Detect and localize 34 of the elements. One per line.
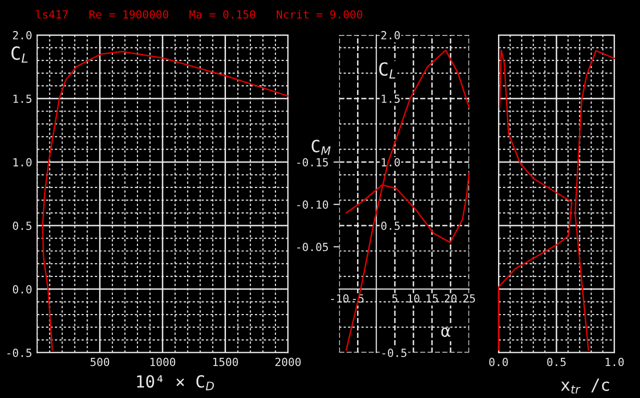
y2-tick-label: -0.15 bbox=[297, 158, 328, 166]
y-tick-label: 0.5 bbox=[12, 222, 32, 230]
y-tick-label: 1.0 bbox=[14, 158, 32, 166]
x-tick-label: 0.0 bbox=[489, 358, 508, 366]
y2-axis-title: C$_{M}$ bbox=[312, 140, 331, 155]
x-tick-label: 1.0 bbox=[606, 358, 624, 366]
y-tick-label: -0.5 bbox=[7, 348, 32, 358]
y-tick-label: 0.5 bbox=[381, 222, 400, 230]
y-tick-label: 0.0 bbox=[12, 285, 32, 294]
x-tick-label: 1000 bbox=[150, 358, 176, 366]
x-tick-label: 15 bbox=[426, 294, 438, 303]
y2-tick-label: -0.05 bbox=[297, 242, 328, 252]
x-axis-title: 10⁴ × C$_{D}$ bbox=[137, 375, 214, 390]
y-tick-label: -0.5 bbox=[382, 348, 406, 358]
x-axis-title: α bbox=[441, 327, 450, 337]
x-tick-label: 25 bbox=[463, 294, 475, 303]
x-tick-label: 1500 bbox=[213, 358, 238, 366]
y-tick-label: 2.0 bbox=[13, 31, 32, 40]
y-axis-title: C$_{L}$ bbox=[11, 46, 28, 63]
x-tick-label: 2000 bbox=[275, 358, 301, 366]
x-tick-label: 0.5 bbox=[547, 358, 566, 366]
y-axis-title: C$_{L}$ bbox=[379, 62, 396, 79]
x-tick-label: 5 bbox=[392, 294, 398, 303]
x-tick-label: 10 bbox=[408, 294, 420, 303]
y-tick-label: 1.5 bbox=[14, 94, 32, 103]
y2-tick-label: -0.10 bbox=[297, 200, 328, 209]
y-tick-label: 1.5 bbox=[382, 94, 400, 103]
chart-title: ls417 Re = 1900000 Ma = 0.150 Ncrit = 9.000 bbox=[36, 10, 362, 19]
x-axis-title: x$_{tr}$ /c bbox=[560, 378, 610, 394]
x-tick-label: 20 bbox=[444, 294, 457, 303]
x-tick-label: -10 bbox=[331, 294, 349, 303]
line-series bbox=[42, 50, 289, 351]
y-tick-label: 2.0 bbox=[381, 31, 400, 40]
x-tick-label: 500 bbox=[90, 358, 110, 366]
